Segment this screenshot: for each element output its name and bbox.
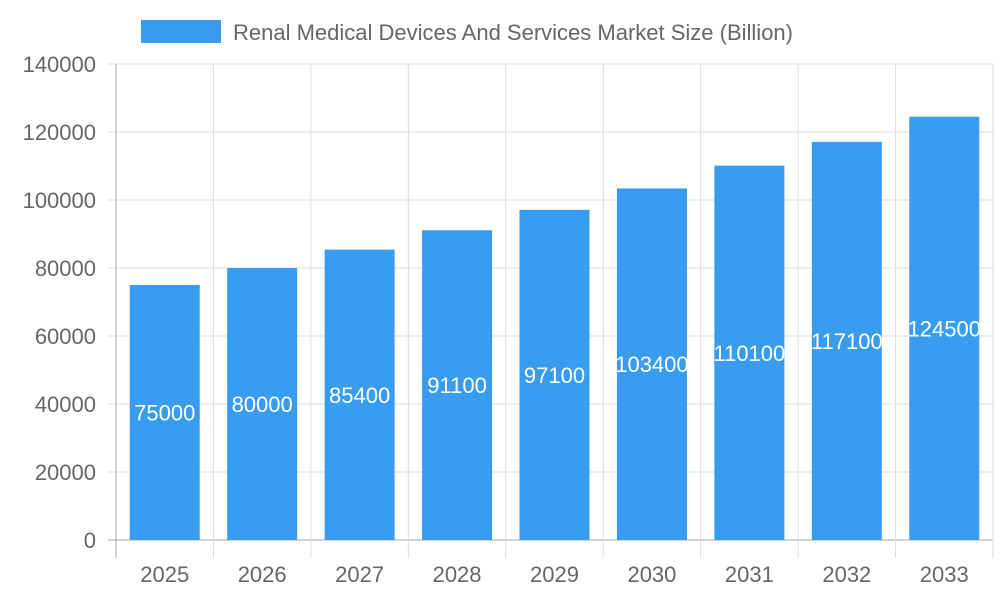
x-tick-label: 2029 bbox=[530, 562, 579, 587]
bar bbox=[324, 249, 395, 540]
y-tick-label: 100000 bbox=[23, 188, 96, 213]
x-tick-label: 2030 bbox=[627, 562, 676, 587]
data-label: 80000 bbox=[232, 392, 293, 417]
data-label: 117100 bbox=[811, 329, 883, 354]
bar bbox=[811, 141, 882, 541]
x-tick-label: 2027 bbox=[335, 562, 384, 587]
data-label: 110100 bbox=[713, 341, 785, 366]
x-tick-label: 2031 bbox=[725, 562, 774, 587]
x-tick-label: 2025 bbox=[140, 562, 189, 587]
bar bbox=[227, 268, 298, 540]
axes: 0 20000 40000 60000 80000 100000 120000 140000 2… bbox=[23, 52, 969, 587]
data-label: 97100 bbox=[524, 363, 585, 388]
bar bbox=[422, 230, 493, 540]
y-tick-label: 0 bbox=[84, 528, 96, 553]
x-tick-label: 2032 bbox=[822, 562, 871, 587]
x-tick-label: 2026 bbox=[238, 562, 287, 587]
y-tick-label: 20000 bbox=[35, 460, 96, 485]
x-tick-label: 2028 bbox=[433, 562, 482, 587]
legend-label: Renal Medical Devices And Services Marke… bbox=[233, 20, 793, 45]
bar bbox=[129, 285, 200, 540]
y-tick-label: 60000 bbox=[35, 324, 96, 349]
data-label: 91100 bbox=[427, 373, 487, 398]
y-tick-label: 80000 bbox=[35, 256, 96, 281]
y-tick-label: 120000 bbox=[23, 120, 96, 145]
data-label: 124500 bbox=[908, 316, 981, 341]
bar bbox=[909, 116, 980, 540]
bar bbox=[616, 188, 687, 540]
legend[interactable]: Renal Medical Devices And Services Marke… bbox=[141, 20, 793, 45]
bar bbox=[519, 209, 590, 541]
legend-swatch bbox=[141, 20, 221, 43]
y-tick-label: 40000 bbox=[35, 392, 96, 417]
data-label: 85400 bbox=[329, 383, 390, 408]
data-label: 103400 bbox=[615, 352, 688, 377]
bars bbox=[129, 116, 980, 541]
bar bbox=[714, 165, 785, 540]
y-tick-label: 140000 bbox=[23, 52, 96, 77]
x-tick-label: 2033 bbox=[920, 562, 969, 587]
data-labels: 75000 80000 85400 91100 97100 103400 110100 117… bbox=[134, 316, 981, 425]
data-label: 75000 bbox=[134, 401, 195, 426]
